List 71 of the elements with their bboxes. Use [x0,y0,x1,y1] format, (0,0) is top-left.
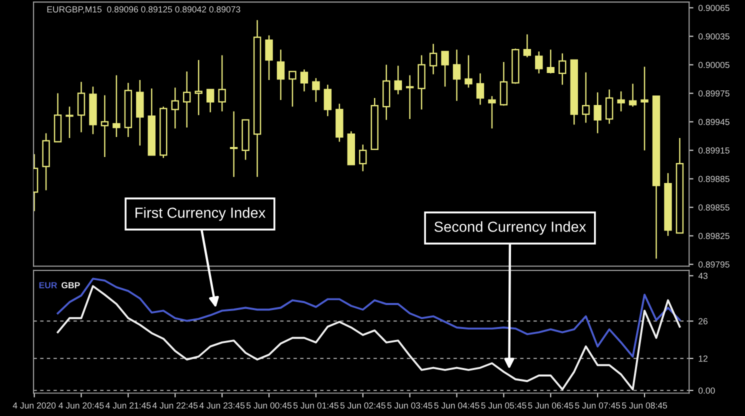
x-tick-label: 5 Jun 07:45 [575,402,620,409]
x-tick-label: 4 Jun 22:45 [152,402,198,409]
x-tick-label: 5 Jun 01:45 [293,402,338,409]
y-tick-label: 0.90005 [698,62,730,68]
candlestick [394,65,402,95]
x-tick-label: 4 Jun 21:45 [106,402,151,409]
candlestick [452,48,461,102]
candlestick [546,48,555,74]
y-tick-label: 0.89945 [698,118,730,126]
annotation: EURGBP,M15 0.89096 0.89125 0.89042 0.89073 [47,6,240,14]
candlestick [441,50,449,88]
candlestick [464,54,472,88]
y-tick-label: 0.90065 [698,4,730,12]
candlestick [500,61,508,106]
x-tick-label: 5 Jun 08:45 [622,402,668,409]
candlestick [582,72,590,124]
candlestick [406,74,414,120]
candlestick [605,88,614,124]
candlestick [418,54,426,110]
candlestick [312,77,320,102]
y-tick-label: 0.89825 [698,232,730,240]
x-tick-label: 4 Jun 23:45 [199,402,245,409]
candlestick [558,52,566,86]
x-tick-label: 5 Jun 04:45 [434,402,480,409]
candlestick [171,86,179,130]
y-tick-label: 0.89975 [698,90,730,97]
x-tick-label: 5 Jun 06:45 [528,402,574,409]
x-tick-label: 5 Jun 02:45 [340,402,386,409]
candlestick [535,50,543,74]
candlestick [628,83,637,108]
series-label: GBP [62,282,80,288]
candlestick [230,110,238,178]
candlestick [194,59,202,116]
candlestick [100,94,109,158]
text: EUR [39,282,58,288]
candlestick [488,96,496,130]
y-tick-label: 0.89855 [698,204,730,211]
x-tick-label: 4 Jun 2020 [12,402,56,409]
candlestick [218,54,226,112]
x-tick-label: 5 Jun 03:45 [387,402,432,409]
candlestick [183,70,191,128]
candlestick [476,72,484,106]
y-tick-label: 0.89795 [698,261,730,268]
y-tick-label: 26 [698,318,708,324]
candlestick [617,90,625,112]
y-tick-label: 0.89915 [698,147,730,154]
x-tick-label: 5 Jun 05:45 [481,402,526,409]
y-tick-label: 12 [698,356,708,362]
candlestick [324,84,332,117]
candlestick [112,74,120,138]
candlestick [594,92,602,134]
line-series [56,278,681,358]
candlestick [300,68,308,92]
candlestick [66,106,74,139]
annotation: First Currency Index [136,207,266,221]
y-tick-label: 0.00 [698,388,715,394]
x-tick-label: 4 Jun 20:45 [58,402,104,409]
annotation: Second Currency Index [434,221,586,235]
candlestick [265,34,273,81]
x-tick-label: 5 Jun 00:45 [246,402,292,409]
candlestick [276,48,285,101]
candlestick [429,43,438,75]
candlestick [359,144,367,172]
candlestick [77,81,86,133]
candlestick [206,88,214,113]
y-tick-label: 0.90035 [698,33,730,40]
candlestick [640,66,648,151]
y-tick-label: 43 [698,272,708,279]
y-tick-label: 0.89885 [698,176,730,182]
candlestick [523,34,532,58]
candlestick [288,70,296,108]
